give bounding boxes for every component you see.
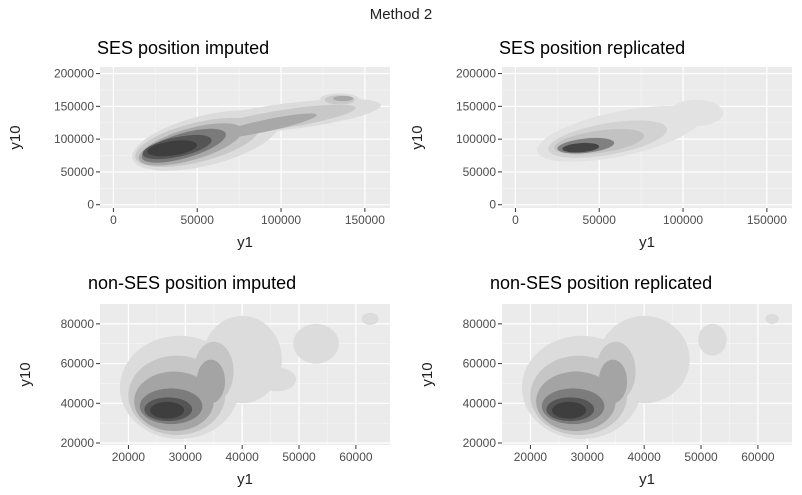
x-tick-label: 30000 xyxy=(571,450,605,464)
panel-3: 20000 30000 40000 50000 60000 20000 40000 60000… xyxy=(17,273,390,488)
y-tick-label: 50000 xyxy=(463,165,497,179)
y-tick-label: 40000 xyxy=(61,396,95,410)
x-tick-label: 50000 xyxy=(684,450,718,464)
density-level-3 xyxy=(196,359,226,404)
y-tick-label: 100000 xyxy=(456,132,496,146)
density-contours xyxy=(521,313,779,440)
density-contours xyxy=(537,99,724,162)
panel-title: non-SES position replicated xyxy=(490,273,712,293)
x-axis-label: y1 xyxy=(237,234,253,251)
x-tick-label: 60000 xyxy=(741,450,775,464)
x-axis-label: y1 xyxy=(639,234,655,251)
y-tick-label: 150000 xyxy=(456,99,496,113)
y-tick-label: 0 xyxy=(489,198,496,212)
y-tick-label: 20000 xyxy=(463,436,497,450)
x-tick-label: 20000 xyxy=(514,450,548,464)
figure-title: Method 2 xyxy=(369,6,433,23)
density-contours xyxy=(119,312,379,440)
panel-title: SES position replicated xyxy=(499,38,685,58)
density-level-1 xyxy=(698,323,727,356)
panel-2: 0 50000 100000 150000 0 50000 100000 150000 2000… xyxy=(409,38,792,251)
x-tick-label: 100000 xyxy=(261,213,301,227)
density-level-1 xyxy=(669,99,724,127)
y-tick-label: 60000 xyxy=(61,357,95,371)
y-tick-label: 200000 xyxy=(54,67,94,81)
y-tick-label: 200000 xyxy=(456,67,496,81)
y-tick-label: 50000 xyxy=(61,165,95,179)
density-contours xyxy=(132,93,381,171)
panel-title: SES position imputed xyxy=(97,38,269,58)
x-tick-label: 150000 xyxy=(747,213,787,227)
density-level-3 xyxy=(211,113,317,139)
x-tick-label: 0 xyxy=(512,213,519,227)
x-tick-label: 20000 xyxy=(112,450,146,464)
panel-1: 0 50000 100000 150000 0 50000 100000 150000 2000… xyxy=(7,38,390,251)
x-tick-label: 50000 xyxy=(583,213,617,227)
x-tick-label: 30000 xyxy=(169,450,203,464)
y-tick-label: 100000 xyxy=(54,132,94,146)
y-axis-label: y10 xyxy=(419,362,436,386)
density-level-1 xyxy=(361,312,379,325)
density-level-3 xyxy=(598,359,628,404)
y-tick-label: 80000 xyxy=(61,317,95,331)
y-tick-label: 20000 xyxy=(61,436,95,450)
y-axis-label: y10 xyxy=(17,362,34,386)
panel-4: 20000 30000 40000 50000 60000 20000 40000 60000… xyxy=(419,273,792,488)
density-level-6 xyxy=(552,401,587,419)
x-tick-label: 0 xyxy=(110,213,117,227)
x-tick-label: 50000 xyxy=(181,213,215,227)
x-tick-label: 50000 xyxy=(282,450,316,464)
density-level-1 xyxy=(293,323,339,364)
x-tick-label: 60000 xyxy=(339,450,373,464)
y-tick-label: 60000 xyxy=(463,357,497,371)
y-tick-label: 0 xyxy=(87,198,94,212)
x-axis-label: y1 xyxy=(237,471,253,488)
panel-title: non-SES position imputed xyxy=(88,273,296,293)
x-tick-label: 100000 xyxy=(663,213,703,227)
density-level-5 xyxy=(562,142,600,153)
x-tick-label: 150000 xyxy=(345,213,385,227)
density-level-6 xyxy=(150,401,185,419)
density-level-1 xyxy=(256,367,297,392)
y-tick-label: 80000 xyxy=(463,317,497,331)
y-axis-label: y10 xyxy=(7,125,24,149)
x-tick-label: 40000 xyxy=(225,450,259,464)
y-tick-label: 150000 xyxy=(54,99,94,113)
density-level-6 xyxy=(147,140,198,157)
y-axis-label: y10 xyxy=(409,125,426,149)
x-axis-label: y1 xyxy=(639,471,655,488)
y-tick-label: 40000 xyxy=(463,396,497,410)
x-tick-label: 40000 xyxy=(627,450,661,464)
density-level-1 xyxy=(765,313,779,324)
density-level-3 xyxy=(333,95,354,102)
